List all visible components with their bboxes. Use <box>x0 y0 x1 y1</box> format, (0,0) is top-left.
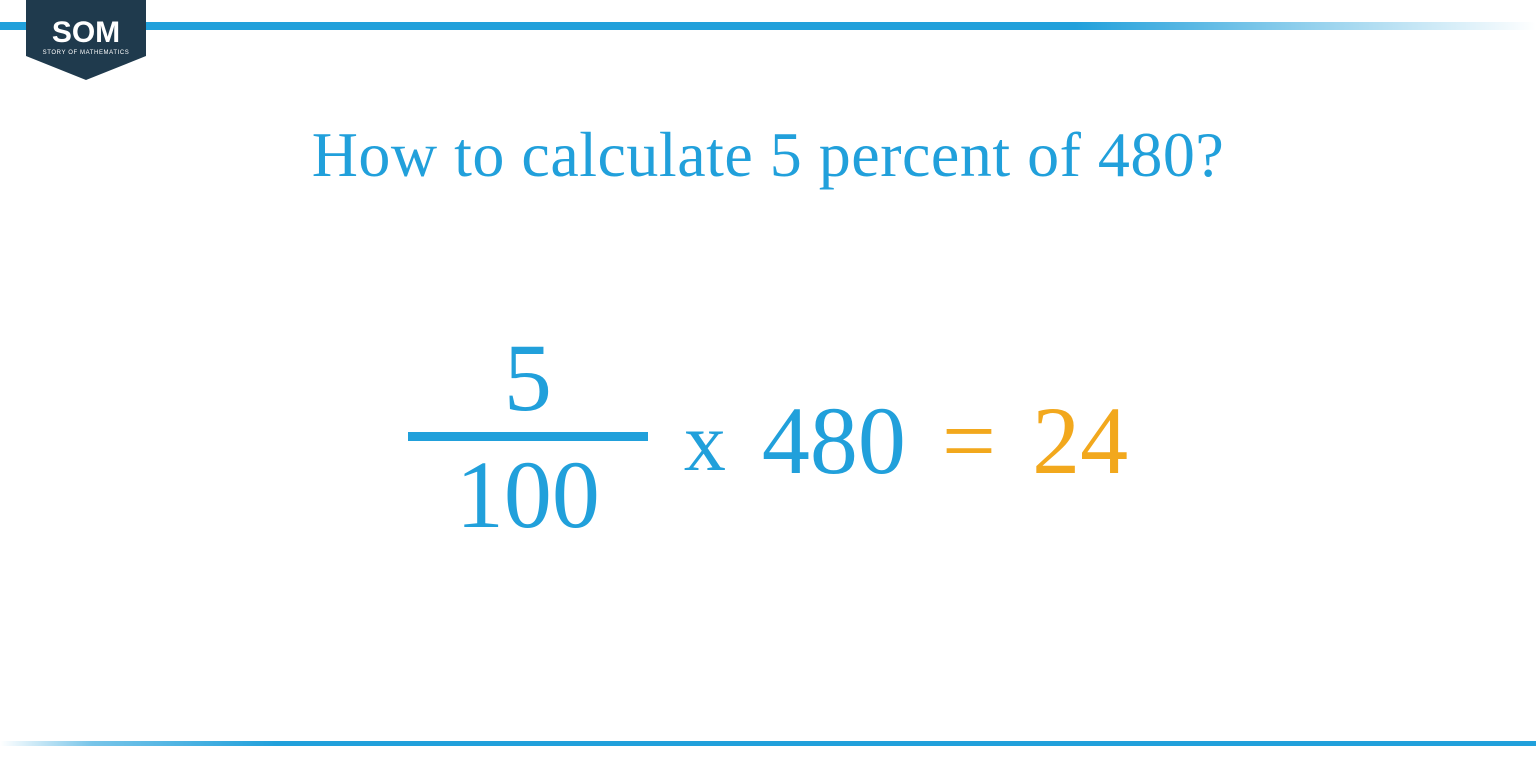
fraction-numerator: 5 <box>476 330 580 432</box>
fraction: 5 100 <box>408 330 648 543</box>
multiply-symbol: x <box>684 394 726 491</box>
bottom-rule <box>0 741 1536 746</box>
equation: 5 100 x 480 = 24 <box>0 330 1536 543</box>
result: 24 <box>1032 385 1128 496</box>
page-title: How to calculate 5 percent of 480? <box>0 118 1536 192</box>
logo-main-text: SOM <box>52 16 120 49</box>
multiplicand: 480 <box>762 385 906 496</box>
top-rule <box>0 22 1536 30</box>
fraction-denominator: 100 <box>440 441 616 543</box>
logo-sub-text: STORY OF MATHEMATICS <box>43 50 130 56</box>
fraction-bar <box>408 432 648 441</box>
equals-symbol: = <box>942 385 996 496</box>
brand-logo: SOM STORY OF MATHEMATICS <box>26 0 146 80</box>
